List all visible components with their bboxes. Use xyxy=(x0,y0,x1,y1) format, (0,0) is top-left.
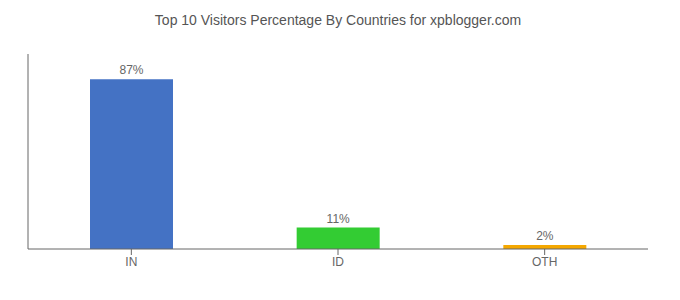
svg-text:OTH: OTH xyxy=(532,255,557,269)
svg-text:87%: 87% xyxy=(119,63,143,77)
html-text:Top 10 Visitors Percentage By: Top 10 Visitors Percentage By Countries … xyxy=(154,12,522,28)
svg-text:2%: 2% xyxy=(536,229,554,243)
svg-text:11%: 11% xyxy=(327,212,350,226)
svg-text:ID: ID xyxy=(332,255,344,269)
svg-text:IN: IN xyxy=(125,255,137,269)
